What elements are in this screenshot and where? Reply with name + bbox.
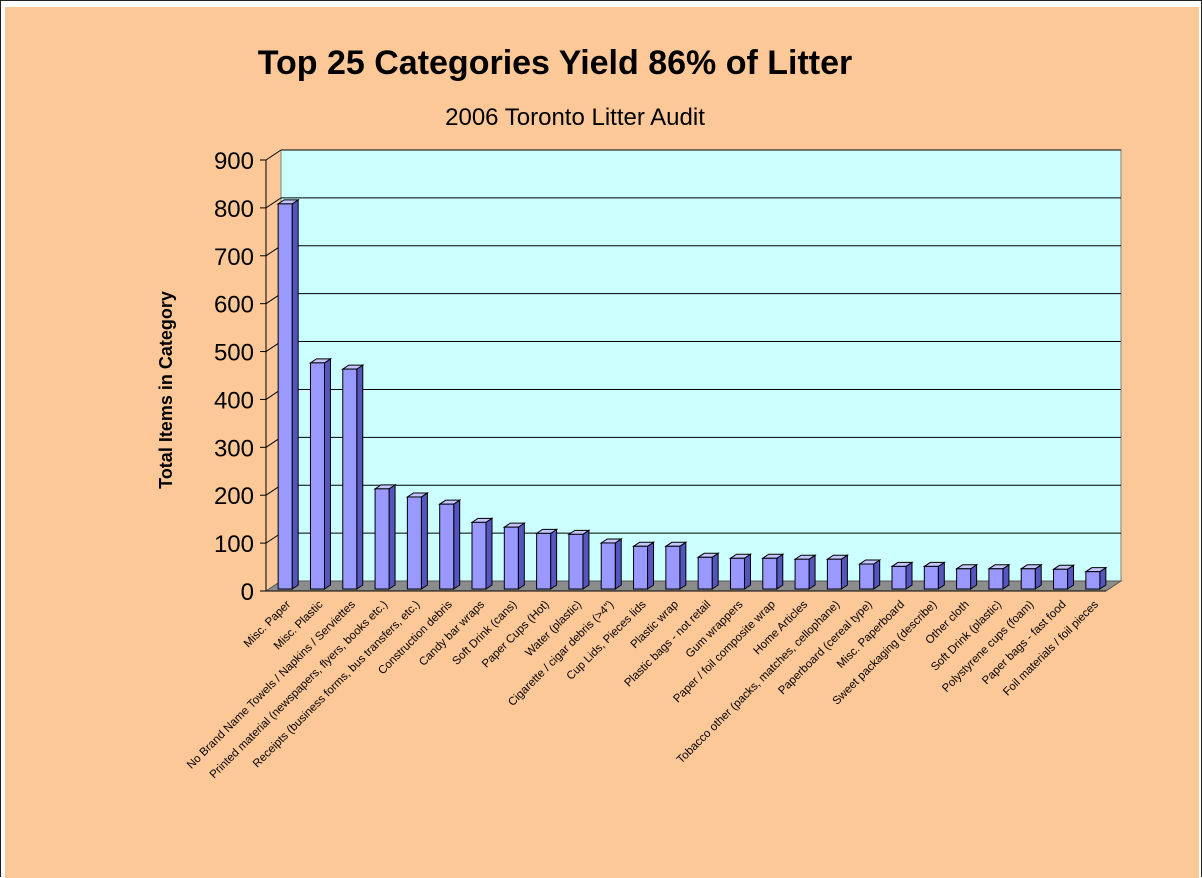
bar-side bbox=[323, 357, 331, 590]
bar bbox=[534, 528, 559, 590]
bar bbox=[405, 492, 430, 590]
y-tick-label: 500 bbox=[214, 340, 254, 367]
bar-side bbox=[840, 554, 848, 590]
bar-side bbox=[873, 559, 881, 590]
y-tick-label: 600 bbox=[214, 292, 254, 319]
bar bbox=[373, 483, 397, 590]
bar-side bbox=[453, 499, 461, 590]
y-tick-label: 800 bbox=[214, 196, 254, 223]
bar-side bbox=[776, 553, 784, 590]
bar-front bbox=[1085, 571, 1101, 590]
bar bbox=[890, 561, 914, 590]
bar-side bbox=[356, 364, 364, 590]
bar bbox=[1051, 564, 1076, 590]
bar-front bbox=[956, 568, 972, 590]
y-tick-label: 900 bbox=[214, 148, 254, 175]
bar-front bbox=[1053, 568, 1069, 590]
bar bbox=[728, 553, 753, 590]
bar bbox=[761, 553, 785, 590]
bars bbox=[276, 198, 1108, 590]
bar-side bbox=[711, 552, 719, 590]
bar bbox=[922, 561, 946, 590]
bar-front bbox=[342, 368, 358, 590]
bar bbox=[567, 529, 591, 590]
bar-front bbox=[633, 545, 649, 590]
bar-side bbox=[291, 198, 299, 590]
bar-front bbox=[600, 542, 616, 590]
bar bbox=[276, 198, 300, 590]
bar-front bbox=[891, 565, 907, 590]
bar-front bbox=[439, 503, 455, 590]
bar-front bbox=[277, 203, 293, 590]
bar bbox=[599, 538, 623, 590]
y-axis-ticks: 0 100 200 300 400 500 600 700 800 900 bbox=[214, 148, 266, 606]
y-axis-title: Total Items in Category bbox=[156, 291, 176, 489]
bar-side bbox=[647, 541, 655, 590]
bar-front bbox=[309, 362, 325, 590]
y-tick-label: 300 bbox=[214, 435, 254, 462]
y-tick-label: 400 bbox=[214, 387, 254, 414]
x-tick-label: Gum wrappers bbox=[684, 598, 746, 660]
bar-front bbox=[406, 496, 422, 590]
bar bbox=[825, 554, 850, 590]
bar bbox=[793, 554, 817, 590]
y-tick-label: 0 bbox=[241, 579, 254, 606]
bar bbox=[502, 522, 526, 590]
bar bbox=[858, 559, 882, 590]
bar-front bbox=[826, 558, 842, 590]
bar bbox=[438, 499, 462, 590]
bar-front bbox=[729, 557, 745, 590]
gridline bbox=[265, 197, 282, 209]
y-tick-label: 700 bbox=[214, 244, 254, 271]
bar bbox=[1019, 563, 1043, 590]
chart-title: Top 25 Categories Yield 86% of Litter bbox=[257, 44, 853, 82]
bar-front bbox=[374, 488, 390, 590]
bar-front bbox=[665, 545, 681, 590]
bar bbox=[1084, 566, 1108, 590]
bar bbox=[987, 563, 1011, 590]
bar bbox=[470, 517, 494, 590]
bar-side bbox=[614, 538, 622, 590]
bar-front bbox=[697, 556, 713, 590]
chart-subtitle: 2006 Toronto Litter Audit bbox=[445, 104, 705, 131]
bar-front bbox=[859, 563, 875, 590]
y-tick-label: 100 bbox=[214, 531, 254, 558]
bar-front bbox=[1020, 568, 1036, 590]
bar-side bbox=[808, 554, 816, 590]
bar bbox=[308, 357, 333, 590]
bar bbox=[954, 563, 979, 590]
bar-front bbox=[762, 557, 778, 590]
bar bbox=[631, 541, 656, 590]
bar-front bbox=[536, 532, 552, 590]
bar-front bbox=[988, 568, 1004, 590]
bar-side bbox=[582, 529, 590, 590]
y-tick-label: 200 bbox=[214, 483, 254, 510]
bar bbox=[664, 541, 688, 590]
bar-front bbox=[923, 565, 939, 590]
bar-front bbox=[794, 558, 810, 590]
bar bbox=[341, 364, 365, 590]
bar-side bbox=[420, 492, 428, 590]
gridlines bbox=[265, 149, 1121, 544]
bar-side bbox=[743, 553, 751, 590]
bar-side bbox=[550, 528, 558, 590]
bar-side bbox=[679, 541, 687, 590]
x-tick-label: Water (plastic) bbox=[523, 599, 584, 660]
bar-side bbox=[388, 483, 396, 590]
gridline bbox=[265, 149, 282, 161]
bar bbox=[696, 552, 720, 590]
bar-front bbox=[503, 526, 519, 590]
bar-front bbox=[471, 521, 487, 590]
bar-side bbox=[485, 517, 493, 590]
bar-front bbox=[568, 533, 584, 590]
bar-side bbox=[517, 522, 525, 590]
